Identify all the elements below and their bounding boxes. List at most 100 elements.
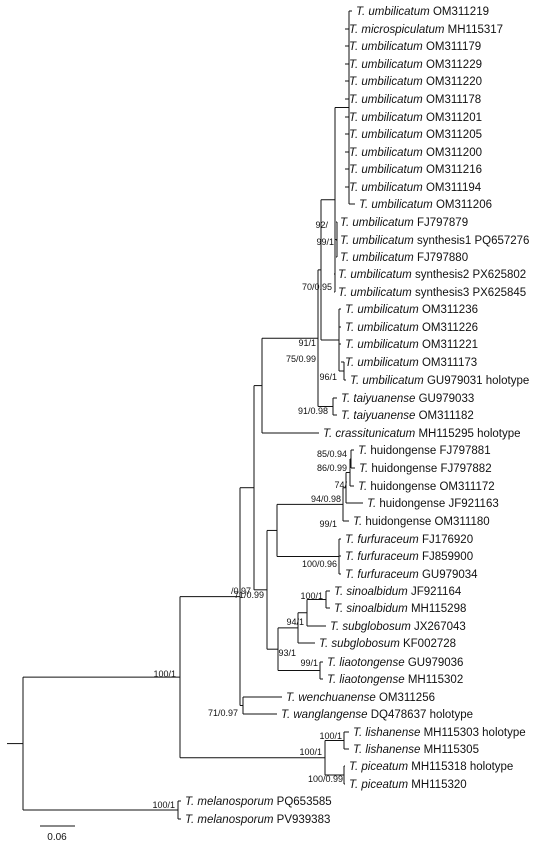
taxon-accession: GU979033 — [419, 393, 475, 405]
taxon-epithet: sinoalbidum — [346, 603, 408, 615]
taxon-label: T. subglobosum KF002728 — [319, 638, 456, 650]
taxon-accession: OM311194 — [426, 182, 482, 194]
taxon-label: T. sinoalbidum MH115298 — [334, 603, 466, 615]
taxon-accession: FJ797881 — [439, 445, 490, 457]
support-value: 99/1 — [319, 519, 337, 529]
taxon-epithet: huidongense — [370, 481, 436, 493]
taxon-epithet: wenchuanense — [298, 692, 375, 704]
taxon-label: T. furfuraceum FJ176920 — [345, 534, 473, 546]
taxon-label: T. umbilicatum OM311220 — [349, 76, 482, 88]
taxon-label: T. lishanense MH115305 — [353, 744, 479, 756]
taxon-epithet: umbilicatum — [352, 217, 414, 229]
taxon-accession: DQ478637 holotype — [371, 709, 473, 721]
taxon-accession: OM311206 — [436, 199, 492, 211]
taxon-accession: MH115295 holotype — [418, 428, 520, 440]
taxon-label: T. umbilicatum synthesis1 PQ657276 — [340, 235, 529, 247]
taxon-genus: T. — [345, 534, 354, 546]
taxon-label: T. umbilicatum synthesis2 PX625802 — [338, 269, 526, 281]
taxon-label: T. melanosporum PQ653585 — [185, 796, 332, 808]
taxon-accession: OM311173 — [422, 357, 477, 369]
taxon-label: T. umbilicatum OM311221 — [345, 339, 478, 351]
taxon-label: T. microspiculatum MH115317 — [349, 24, 503, 36]
taxon-genus: T. — [349, 76, 358, 88]
taxon-epithet: umbilicatum — [361, 59, 423, 71]
taxon-genus: T. — [338, 287, 347, 299]
support-value: 94/1 — [286, 617, 304, 627]
taxon-accession: FJ797879 — [417, 217, 468, 229]
taxon-label: T. umbilicatum OM311205 — [349, 129, 482, 141]
taxon-genus: T. — [353, 727, 362, 739]
taxon-label: T. wanglangense DQ478637 holotype — [281, 709, 473, 721]
support-value: 96/1 — [319, 372, 337, 382]
taxon-accession: GU979036 — [408, 657, 464, 669]
taxon-epithet: liaotongense — [339, 657, 404, 669]
taxon-accession: FJ797880 — [417, 252, 468, 264]
taxon-accession: OM311178 — [426, 94, 481, 106]
taxon-label: T. taiyuanense OM311182 — [341, 410, 474, 422]
support-value: 71/0.97 — [208, 708, 238, 718]
taxon-genus: T. — [341, 393, 350, 405]
taxon-epithet: umbilicatum — [361, 164, 423, 176]
taxon-genus: T. — [349, 779, 358, 791]
taxon-label: T. piceatum MH115318 holotype — [349, 761, 513, 773]
taxon-label: T. umbilicatum OM311194 — [349, 182, 482, 194]
taxon-accession: OM311256 — [379, 692, 435, 704]
taxon-epithet: umbilicatum — [368, 6, 430, 18]
taxon-label: T. umbilicatum FJ797880 — [340, 252, 468, 264]
support-value: /0.97 — [231, 586, 251, 596]
support-value: 92/ — [315, 220, 328, 230]
taxon-genus: T. — [340, 252, 349, 264]
taxon-genus: T. — [358, 445, 367, 457]
taxon-accession: OM311216 — [426, 164, 482, 176]
taxon-label: T. furfuraceum FJ859900 — [345, 551, 473, 563]
taxon-genus: T. — [345, 304, 354, 316]
taxon-label: T. taiyuanense GU979033 — [341, 393, 474, 405]
taxon-label: T. umbilicatum OM311236 — [345, 304, 478, 316]
taxon-label: T. huidongense OM311180 — [353, 516, 490, 528]
taxon-genus: T. — [349, 761, 358, 773]
taxon-epithet: wanglangense — [293, 709, 367, 721]
taxon-label: T. umbilicatum OM311216 — [349, 164, 482, 176]
taxon-genus: T. — [345, 357, 354, 369]
taxon-genus: T. — [359, 463, 368, 475]
taxon-accession: JF921164 — [411, 586, 462, 598]
taxon-label: T. melanosporum PV939383 — [185, 814, 330, 826]
taxon-epithet: umbilicatum — [361, 41, 423, 53]
taxon-label: T. huidongense FJ797882 — [359, 463, 492, 475]
taxon-genus: T. — [345, 569, 354, 581]
taxon-genus: T. — [338, 269, 347, 281]
taxon-genus: T. — [367, 498, 376, 510]
taxon-accession: FJ797882 — [440, 463, 491, 475]
taxon-epithet: huidongense — [371, 463, 437, 475]
taxon-accession: OM311205 — [426, 129, 482, 141]
taxon-epithet: huidongense — [379, 498, 445, 510]
taxon-accession: MH115302 — [408, 674, 463, 686]
taxon-label: T. crassitunicatum MH115295 holotype — [323, 428, 521, 440]
taxon-epithet: umbilicatum — [350, 287, 412, 299]
taxon-label: T. umbilicatum OM311200 — [349, 147, 482, 159]
taxon-genus: T. — [353, 516, 362, 528]
support-value: 91/0.98 — [298, 406, 328, 416]
taxon-epithet: furfuraceum — [357, 534, 419, 546]
taxon-genus: T. — [185, 814, 194, 826]
taxon-epithet: taiyuanense — [353, 410, 415, 422]
taxon-label: T. umbilicatum synthesis3 PX625845 — [338, 287, 526, 299]
taxon-accession: MH115303 holotype — [424, 727, 526, 739]
taxon-label: T. huidongense FJ797881 — [358, 445, 491, 457]
taxon-epithet: huidongense — [370, 445, 436, 457]
taxon-genus: T. — [349, 129, 358, 141]
taxon-genus: T. — [334, 586, 343, 598]
taxon-label: T. wenchuanense OM311256 — [286, 692, 435, 704]
support-value: 100/0.99 — [308, 774, 343, 784]
taxon-label: T. umbilicatum OM311178 — [349, 94, 481, 106]
taxon-accession: OM311200 — [426, 147, 482, 159]
taxon-genus: T. — [349, 182, 358, 194]
support-value: 93/1 — [278, 648, 296, 658]
taxon-epithet: lishanense — [365, 727, 420, 739]
taxon-genus: T. — [323, 428, 332, 440]
taxon-accession: FJ859900 — [422, 551, 473, 563]
support-value: 100/1 — [319, 731, 342, 741]
support-value: 85/0.94 — [317, 449, 347, 459]
taxon-epithet: umbilicatum — [371, 199, 433, 211]
